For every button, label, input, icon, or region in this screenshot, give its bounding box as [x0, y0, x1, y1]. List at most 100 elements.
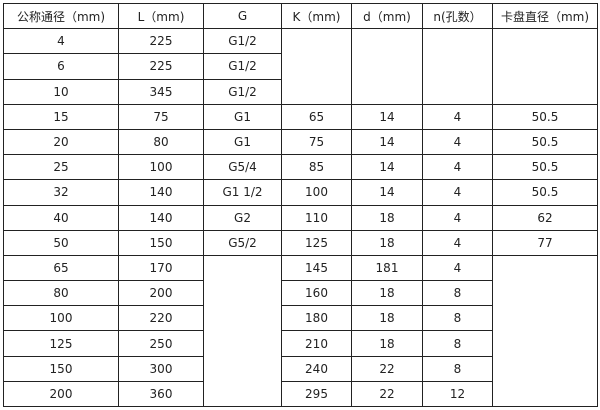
cell-chuck-diameter: 50.5 [492, 154, 598, 181]
cell-holes: 8 [422, 280, 493, 307]
cell-chuck-diameter [492, 254, 598, 408]
cell-holes: 4 [422, 229, 493, 256]
cell-length: 225 [118, 53, 204, 80]
cell-nominal-diameter: 65 [3, 254, 119, 282]
cell-length: 220 [118, 305, 204, 332]
cell-holes: 4 [422, 179, 493, 206]
cell-k: 65 [281, 103, 352, 130]
cell-thread: G1 [203, 103, 282, 130]
cell-holes: 8 [422, 305, 493, 332]
table-row: 20 80 G1 75 14 4 50.5 [3, 128, 598, 156]
cell-length: 140 [118, 179, 204, 206]
cell-k: 125 [281, 229, 352, 256]
cell-length: 140 [118, 204, 204, 231]
table-row: 65 170 145 181 4 [3, 254, 598, 408]
cell-holes [422, 28, 493, 105]
cell-nominal-diameter: 50 [3, 229, 119, 256]
cell-d: 14 [351, 154, 423, 181]
header-row: 公称通径（mm) L（mm) G K（mm) d（mm) n(孔数） 卡盘直径（mm) [3, 2, 598, 30]
cell-d: 22 [351, 380, 423, 408]
cell-nominal-diameter: 4 [3, 28, 119, 55]
header-length: L（mm) [118, 2, 204, 30]
cell-thread: G5/4 [203, 154, 282, 181]
header-d: d（mm) [351, 2, 423, 30]
cell-nominal-diameter: 6 [3, 53, 119, 80]
header-k: K（mm) [281, 2, 352, 30]
cell-thread: G2 [203, 204, 282, 231]
cell-d: 181 [351, 254, 423, 282]
cell-k: 210 [281, 330, 352, 357]
cell-chuck-diameter: 77 [492, 229, 598, 256]
cell-nominal-diameter: 10 [3, 78, 119, 105]
cell-chuck-diameter: 50.5 [492, 179, 598, 206]
cell-nominal-diameter: 150 [3, 355, 119, 382]
cell-d: 18 [351, 229, 423, 256]
cell-length: 300 [118, 355, 204, 382]
cell-chuck-diameter [492, 28, 598, 105]
cell-k: 110 [281, 204, 352, 231]
table-row: 4 225 G1/2 [3, 28, 598, 105]
cell-nominal-diameter: 15 [3, 103, 119, 130]
table-row: 50 150 G5/2 125 18 4 77 [3, 229, 598, 256]
cell-d: 18 [351, 280, 423, 307]
cell-holes: 4 [422, 254, 493, 282]
cell-nominal-diameter: 25 [3, 154, 119, 181]
cell-nominal-diameter: 20 [3, 128, 119, 156]
cell-d: 14 [351, 128, 423, 156]
cell-length: 360 [118, 380, 204, 408]
cell-k: 145 [281, 254, 352, 282]
cell-holes: 4 [422, 128, 493, 156]
cell-k: 295 [281, 380, 352, 408]
table-row: 150 300 240 22 8 [3, 355, 598, 382]
header-thread: G [203, 2, 282, 30]
cell-chuck-diameter: 62 [492, 204, 598, 231]
cell-length: 250 [118, 330, 204, 357]
cell-holes: 4 [422, 154, 493, 181]
table-row: 125 250 210 18 8 [3, 330, 598, 357]
table-row: 6 225 G1/2 [3, 53, 598, 80]
cell-k: 100 [281, 179, 352, 206]
cell-holes: 8 [422, 330, 493, 357]
table-row: 200 360 295 22 12 [3, 380, 598, 408]
cell-d: 22 [351, 355, 423, 382]
header-nominal-diameter: 公称通径（mm) [3, 2, 119, 30]
cell-thread: G5/2 [203, 229, 282, 256]
cell-length: 200 [118, 280, 204, 307]
cell-length: 100 [118, 154, 204, 181]
cell-chuck-diameter: 50.5 [492, 103, 598, 130]
cell-chuck-diameter: 50.5 [492, 128, 598, 156]
cell-nominal-diameter: 200 [3, 380, 119, 408]
cell-thread: G1 [203, 128, 282, 156]
cell-nominal-diameter: 125 [3, 330, 119, 357]
cell-k: 240 [281, 355, 352, 382]
cell-length: 150 [118, 229, 204, 256]
cell-length: 80 [118, 128, 204, 156]
cell-thread: G1/2 [203, 53, 282, 80]
cell-length: 345 [118, 78, 204, 105]
header-chuck-diameter: 卡盘直径（mm) [492, 2, 598, 30]
cell-holes: 4 [422, 204, 493, 231]
cell-k: 75 [281, 128, 352, 156]
cell-d: 14 [351, 179, 423, 206]
cell-holes: 4 [422, 103, 493, 130]
cell-nominal-diameter: 80 [3, 280, 119, 307]
table-row: 40 140 G2 110 18 4 62 [3, 204, 598, 231]
cell-length: 170 [118, 254, 204, 282]
cell-d: 18 [351, 330, 423, 357]
cell-thread [203, 254, 282, 408]
cell-d: 18 [351, 305, 423, 332]
cell-length: 75 [118, 103, 204, 130]
cell-k: 160 [281, 280, 352, 307]
cell-d: 14 [351, 103, 423, 130]
table-row: 15 75 G1 65 14 4 50.5 [3, 103, 598, 130]
cell-thread: G1 1/2 [203, 179, 282, 206]
cell-thread: G1/2 [203, 78, 282, 105]
header-holes: n(孔数） [422, 2, 493, 30]
cell-k: 180 [281, 305, 352, 332]
cell-nominal-diameter: 100 [3, 305, 119, 332]
cell-length: 225 [118, 28, 204, 55]
cell-nominal-diameter: 40 [3, 204, 119, 231]
cell-holes: 12 [422, 380, 493, 408]
cell-holes: 8 [422, 355, 493, 382]
